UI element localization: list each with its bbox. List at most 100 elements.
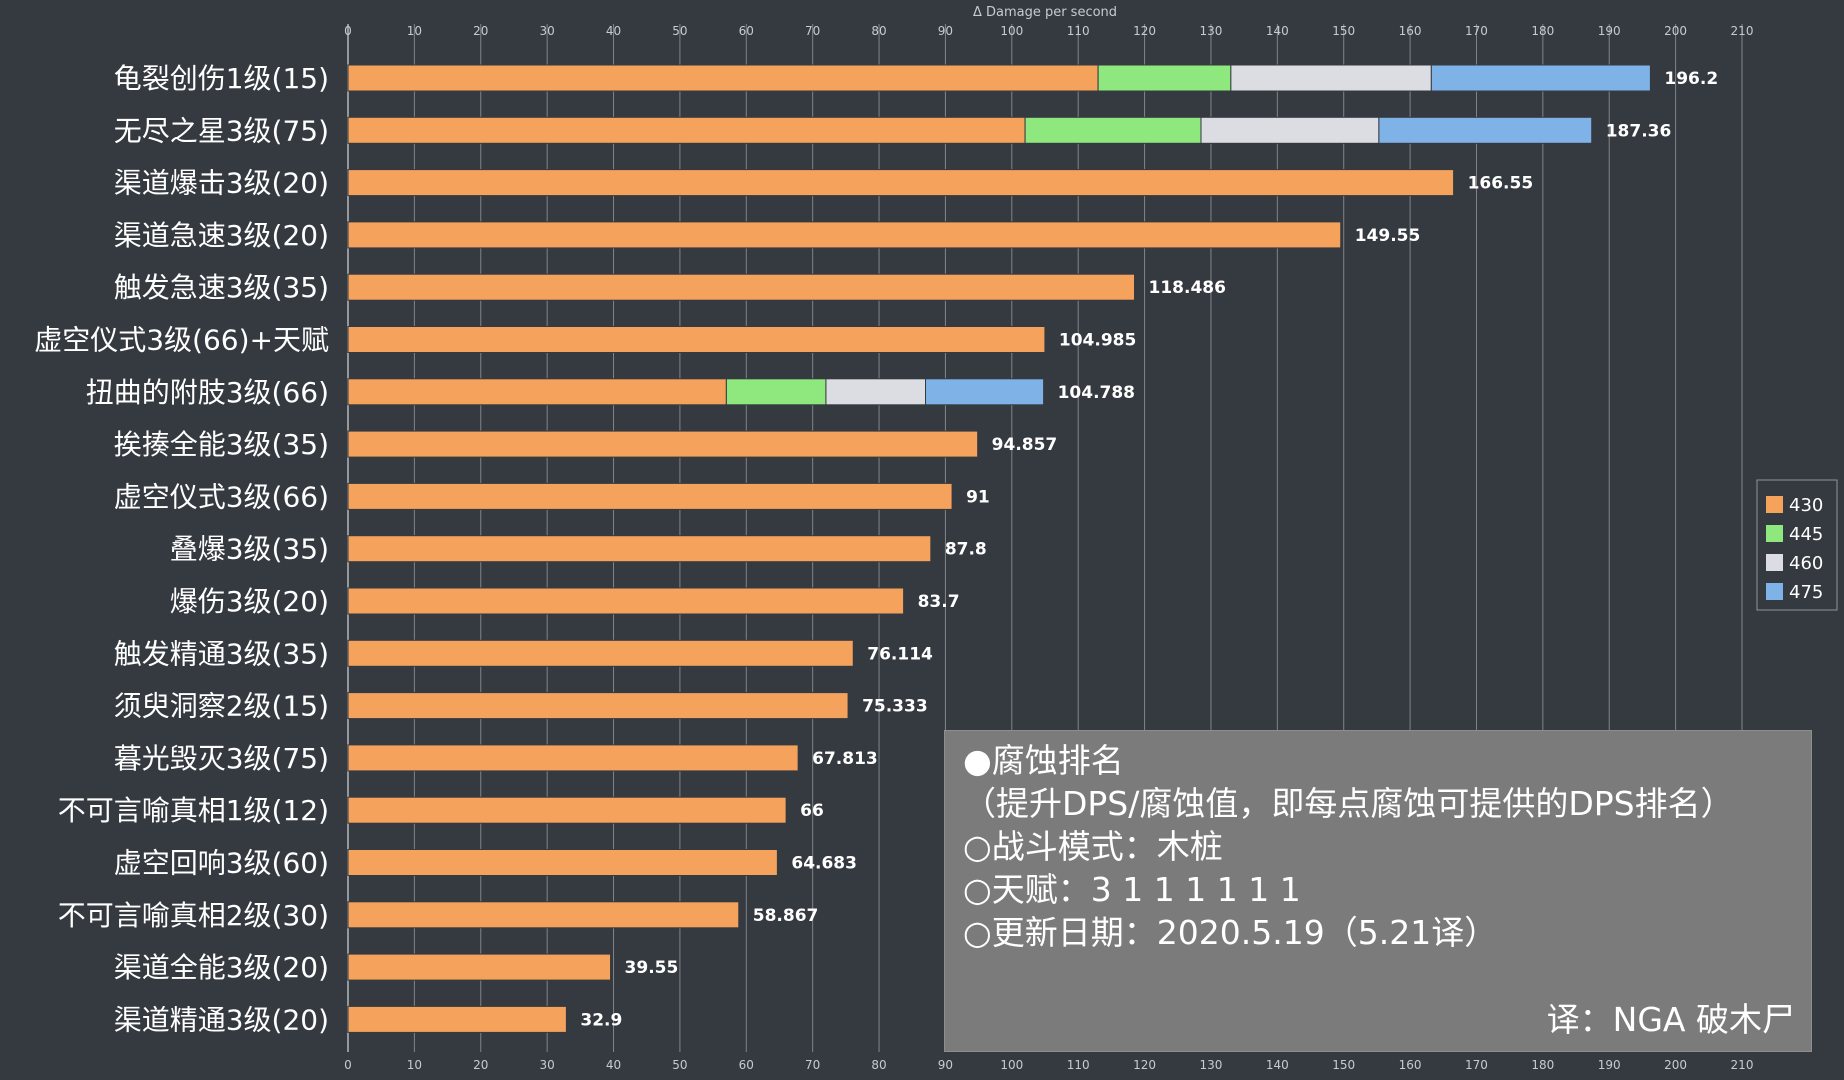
x-tick-label-bottom: 10 — [407, 1058, 422, 1072]
bar-segment-430 — [347, 901, 740, 929]
total-value-label: 58.867 — [753, 906, 819, 926]
category-label: 虚空回响3级(60) — [114, 847, 329, 880]
labels: 龟裂创伤1级(15) 196.2 无尽之星3级(75) 187.36 渠道爆击3级(20… — [34, 62, 1718, 1036]
x-tick-label-top: 20 — [473, 24, 488, 38]
x-tick-label-top: 200 — [1664, 24, 1687, 38]
bar-segment-445 — [1024, 116, 1202, 144]
category-label: 不可言喻真相2级(30) — [58, 899, 329, 932]
x-tick-label-top: 50 — [672, 24, 687, 38]
x-tick-label-bottom: 160 — [1399, 1058, 1422, 1072]
x-tick-label-top: 160 — [1399, 24, 1422, 38]
bar-segment-430 — [347, 953, 612, 981]
total-value-label: 67.813 — [812, 749, 878, 769]
total-value-label: 187.36 — [1606, 121, 1672, 141]
x-tick-label-bottom: 210 — [1731, 1058, 1754, 1072]
category-label: 虚空仪式3级(66)+天赋 — [34, 324, 329, 357]
category-label: 虚空仪式3级(66) — [114, 480, 329, 513]
x-tick-label-bottom: 70 — [805, 1058, 820, 1072]
x-tick-label-top: 0 — [344, 24, 352, 38]
x-tick-label-bottom: 100 — [1000, 1058, 1023, 1072]
legend-label: 430 — [1789, 495, 1823, 516]
x-tick-label-bottom: 30 — [540, 1058, 555, 1072]
x-tick-label-top: 180 — [1531, 24, 1554, 38]
category-label: 挨揍全能3级(35) — [114, 428, 329, 461]
x-tick-label-bottom: 50 — [672, 1058, 687, 1072]
info-description: （提升DPS/腐蚀值，即每点腐蚀可提供的DPS排名） — [963, 784, 1734, 823]
x-axis-title: Δ Damage per second — [973, 5, 1117, 20]
x-tick-label-bottom: 120 — [1133, 1058, 1156, 1072]
total-value-label: 66 — [800, 801, 824, 821]
x-tick-label-bottom: 190 — [1598, 1058, 1621, 1072]
bar-segment-460 — [825, 378, 927, 406]
x-tick-label-top: 210 — [1731, 24, 1754, 38]
info-panel: ●腐蚀排名 （提升DPS/腐蚀值，即每点腐蚀可提供的DPS排名） ○战斗模式：木… — [944, 730, 1812, 1052]
legend-swatch — [1766, 496, 1783, 513]
x-tick-label-top: 120 — [1133, 24, 1156, 38]
total-value-label: 76.114 — [867, 644, 933, 664]
legend-swatch — [1766, 525, 1783, 542]
bar-segment-460 — [1200, 116, 1380, 144]
x-tick-label-top: 110 — [1067, 24, 1090, 38]
total-value-label: 32.9 — [580, 1010, 622, 1030]
x-tick-label-bottom: 60 — [739, 1058, 754, 1072]
bar-segment-430 — [347, 639, 854, 667]
x-tick-label-top: 130 — [1199, 24, 1222, 38]
legend-frame — [1756, 479, 1838, 611]
category-label: 暮光毁灭3级(75) — [114, 742, 329, 775]
x-tick-label-bottom: 140 — [1266, 1058, 1289, 1072]
translator-credit: 译：NGA 破木尸 — [1546, 1000, 1795, 1039]
x-tick-label-bottom: 80 — [871, 1058, 886, 1072]
x-tick-label-bottom: 150 — [1332, 1058, 1355, 1072]
bar-segment-430 — [347, 430, 979, 458]
legend-label: 475 — [1789, 582, 1823, 603]
legend: 430 445 460 475 — [1756, 479, 1838, 611]
x-tick-label-bottom: 170 — [1465, 1058, 1488, 1072]
total-value-label: 94.857 — [992, 435, 1058, 455]
bar-segment-430 — [347, 64, 1099, 92]
category-label: 无尽之星3级(75) — [114, 114, 329, 147]
category-label: 渠道急速3级(20) — [114, 219, 329, 252]
x-axis-ticks: 0 0 10 10 20 20 30 30 40 40 50 50 60 60 70 70 80 80 90 90 10… — [344, 24, 1753, 1072]
bar-segment-430 — [347, 744, 799, 772]
legend-swatch — [1766, 583, 1783, 600]
category-label: 渠道精通3级(20) — [114, 1003, 329, 1036]
bars — [347, 64, 1651, 1033]
legend-swatch — [1766, 554, 1783, 571]
bar-segment-430 — [347, 1005, 567, 1033]
bar-segment-430 — [347, 273, 1136, 301]
x-tick-label-bottom: 180 — [1531, 1058, 1554, 1072]
x-tick-label-top: 90 — [938, 24, 953, 38]
category-label: 龟裂创伤1级(15) — [114, 62, 329, 95]
x-tick-label-bottom: 90 — [938, 1058, 953, 1072]
x-tick-label-bottom: 110 — [1067, 1058, 1090, 1072]
total-value-label: 91 — [966, 487, 990, 507]
x-tick-label-top: 140 — [1266, 24, 1289, 38]
x-tick-label-bottom: 40 — [606, 1058, 621, 1072]
total-value-label: 104.788 — [1058, 383, 1135, 403]
legend-label: 460 — [1789, 553, 1823, 574]
x-tick-label-top: 150 — [1332, 24, 1355, 38]
bar-segment-475 — [1378, 116, 1593, 144]
bar-segment-430 — [347, 482, 953, 510]
bar-segment-430 — [347, 116, 1026, 144]
x-tick-label-top: 10 — [407, 24, 422, 38]
info-talents: ○天赋：3 1 1 1 1 1 1 — [963, 870, 1301, 909]
category-label: 渠道全能3级(20) — [114, 951, 329, 984]
total-value-label: 83.7 — [918, 592, 960, 612]
x-tick-label-top: 190 — [1598, 24, 1621, 38]
total-value-label: 196.2 — [1664, 69, 1718, 89]
x-tick-label-bottom: 200 — [1664, 1058, 1687, 1072]
bar-segment-430 — [347, 326, 1046, 353]
bar-segment-430 — [347, 378, 727, 406]
bar-segment-445 — [1097, 64, 1232, 92]
bar-segment-460 — [1230, 64, 1432, 92]
bar-segment-430 — [347, 221, 1342, 249]
x-tick-label-bottom: 130 — [1199, 1058, 1222, 1072]
x-tick-label-top: 30 — [540, 24, 555, 38]
total-value-label: 64.683 — [791, 854, 857, 874]
x-tick-label-top: 170 — [1465, 24, 1488, 38]
x-tick-label-top: 70 — [805, 24, 820, 38]
category-label: 叠爆3级(35) — [170, 533, 329, 566]
total-value-label: 104.985 — [1059, 331, 1136, 351]
